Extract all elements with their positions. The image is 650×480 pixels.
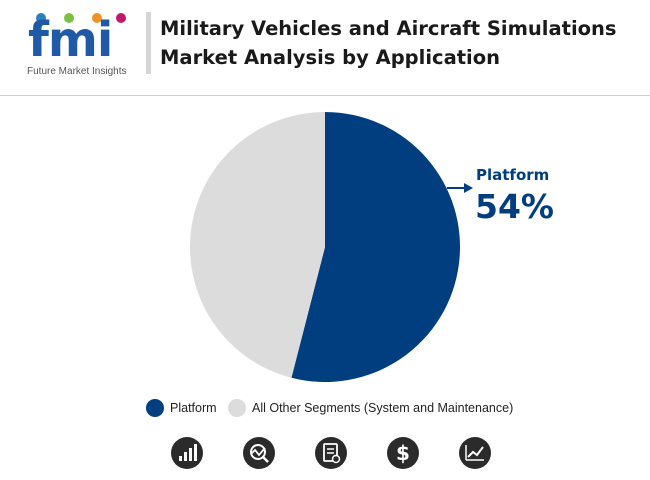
pie-chart: Platform 54% xyxy=(189,112,554,382)
header-rule xyxy=(0,95,650,96)
footer-icons: $ xyxy=(0,434,650,474)
header-divider xyxy=(146,12,151,74)
legend-label-platform: Platform xyxy=(170,401,217,415)
logo-dot xyxy=(36,13,46,23)
callout: Platform 54% xyxy=(447,166,554,226)
legend-item-other: All Other Segments (System and Maintenan… xyxy=(228,396,513,420)
legend: Platform All Other Segments (System and … xyxy=(0,396,650,420)
callout-arrowhead xyxy=(464,183,473,193)
legend-swatch-other xyxy=(228,399,246,417)
report-icon xyxy=(315,437,347,469)
signal-bars-icon xyxy=(171,437,203,469)
trend-chart-icon xyxy=(459,437,491,469)
pie-slice-other-segments xyxy=(189,112,325,378)
logo-text: fmi xyxy=(28,12,113,68)
legend-swatch-platform xyxy=(146,399,164,417)
page-title: Military Vehicles and Aircraft Simulatio… xyxy=(160,14,645,72)
title-line-2: Market Analysis by Application xyxy=(160,46,501,69)
legend-item-platform: Platform xyxy=(146,396,217,420)
pie-slices xyxy=(189,112,460,382)
dollar-icon: $ xyxy=(387,437,419,469)
svg-text:$: $ xyxy=(396,441,410,465)
logo-dot xyxy=(92,13,102,23)
callout-value: 54% xyxy=(475,187,554,226)
logo-dot xyxy=(116,13,126,23)
logo-dot xyxy=(64,13,74,23)
title-line-1: Military Vehicles and Aircraft Simulatio… xyxy=(160,17,617,40)
header: fmi Future Market Insights Military Vehi… xyxy=(0,0,650,94)
logo-tagline: Future Market Insights xyxy=(27,66,127,77)
legend-label-other: All Other Segments (System and Maintenan… xyxy=(252,401,514,415)
analytics-icon xyxy=(243,437,275,469)
pie-slice-platform xyxy=(291,112,460,382)
fmi-logo xyxy=(18,10,138,78)
callout-label: Platform xyxy=(476,166,549,184)
